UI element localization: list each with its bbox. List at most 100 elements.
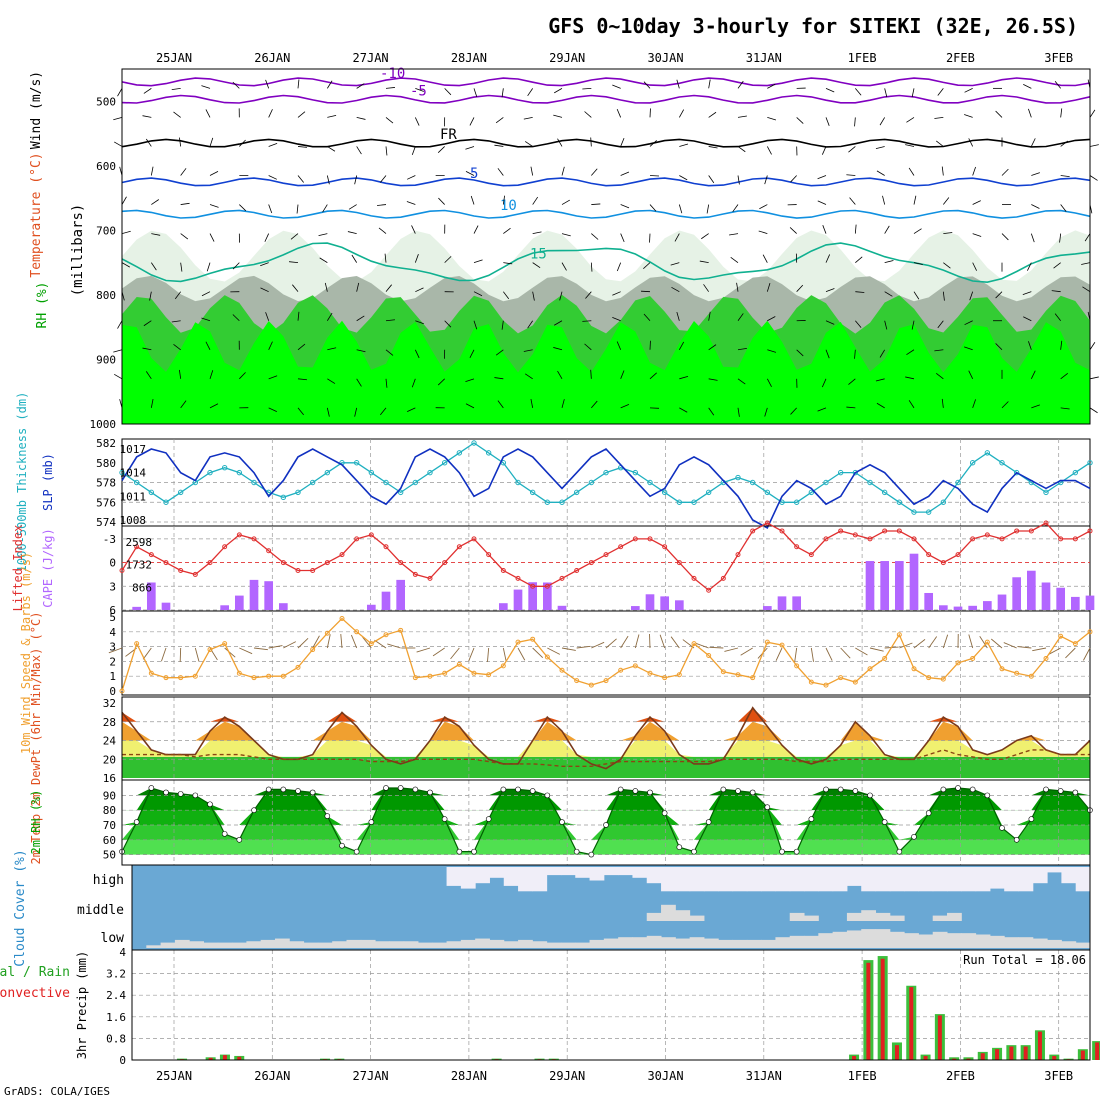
date-label-bottom: 2FEB [946, 1069, 975, 1083]
cloud-cell [904, 933, 919, 948]
cloud-cell [175, 940, 190, 948]
wind-tick-label: 2 [109, 655, 116, 668]
rh2m-point [574, 849, 579, 854]
cloud-cell [447, 941, 462, 948]
cloud-cell [890, 867, 905, 891]
wind-barb [1090, 377, 1099, 379]
slp-axis-label: SLP (mb) [41, 453, 55, 511]
wind-barb [433, 648, 445, 656]
precip-conv-legend: Convective [0, 986, 70, 1001]
rh2m-point [824, 787, 829, 792]
cloud-cell [675, 867, 690, 891]
wind-barb [855, 648, 867, 655]
cloud-cell [761, 867, 776, 891]
wind-barb [327, 634, 330, 648]
cloud-cell [1047, 867, 1062, 872]
rh2m-point [296, 788, 301, 793]
cape-bar [939, 605, 948, 610]
cape-bar [1012, 577, 1021, 610]
rh2m-point [1073, 790, 1078, 795]
rh2m-point [281, 787, 286, 792]
cape-bar [235, 596, 244, 610]
precip-conv-bar [938, 1015, 942, 1060]
precip-conv-bar [1038, 1032, 1042, 1060]
pressure-tick-label: 600 [96, 160, 116, 173]
cloud-cell [804, 867, 819, 891]
cloud-cell [833, 932, 848, 948]
date-label-bottom: 29JAN [549, 1069, 585, 1083]
precip-total-legend: Total / Rain [0, 965, 70, 980]
rh2m-point [648, 790, 653, 795]
cape-bar [968, 606, 977, 610]
rh2m-point [721, 787, 726, 792]
cloud-cell [389, 941, 404, 948]
pressure-tick-label: 500 [96, 95, 116, 108]
cape-bar [1071, 597, 1080, 610]
cloud-cell [561, 867, 576, 875]
cloud-cell [661, 867, 676, 891]
wind-barb [387, 644, 400, 648]
cape-bar [924, 593, 933, 610]
cape-bar [132, 607, 141, 610]
cloud-cell [861, 929, 876, 948]
date-label-top: 1FEB [848, 51, 877, 65]
cloud-cell [218, 943, 233, 948]
cloud-cell [332, 941, 347, 948]
precip-conv-bar [1052, 1056, 1056, 1060]
isotherm-label: -5 [410, 83, 427, 99]
rh2m-point [677, 845, 682, 850]
date-label-bottom: 26JAN [254, 1069, 290, 1083]
date-label-top: 27JAN [353, 51, 389, 65]
rh2m-point [838, 787, 843, 792]
wind-barb [1032, 648, 1046, 651]
thickness-tick-label: 578 [96, 477, 116, 490]
wind-barb [969, 635, 973, 648]
cloud-cell [575, 943, 590, 948]
wind-tick-label: 4 [109, 626, 116, 639]
rh2m-point [1000, 825, 1005, 830]
cloud-cell [947, 933, 962, 948]
date-label-top: 28JAN [451, 51, 487, 65]
wind-barb [239, 648, 252, 654]
cape-bar [778, 596, 787, 610]
date-label-top: 25JAN [156, 51, 192, 65]
li-tick-label: 3 [109, 580, 116, 593]
cloud-cell [518, 867, 533, 891]
cloud-cell [632, 937, 647, 948]
wind-barb [1017, 647, 1031, 648]
cape-bar [250, 580, 259, 610]
cloud-cell [718, 867, 733, 891]
wind-barb [899, 643, 912, 648]
cape-bar [1056, 588, 1065, 610]
pressure-tick-label: 1000 [90, 418, 117, 431]
precip-tick-label: 3.2 [106, 968, 126, 981]
cloud-cell [447, 867, 462, 886]
rh2m-point [457, 849, 462, 854]
rh2m-point [1029, 817, 1034, 822]
cape-bar [792, 596, 801, 610]
rh2m-point [398, 785, 403, 790]
thickness-line [122, 443, 1090, 512]
wind-barb [503, 648, 506, 662]
rh2m-point [193, 793, 198, 798]
cloud-cell [590, 867, 605, 881]
cloud-cell [1076, 943, 1091, 948]
wind-barb [195, 648, 199, 662]
cloud-cell [790, 936, 805, 948]
cloud-level-label: middle [77, 903, 124, 918]
cloud-cell [833, 867, 848, 891]
rh2m-point [692, 849, 697, 854]
temp-band [122, 741, 1090, 757]
date-label-bottom: 30JAN [647, 1069, 683, 1083]
cape-bar [367, 605, 376, 610]
temp-band [122, 722, 1090, 741]
date-label-bottom: 31JAN [746, 1069, 782, 1083]
rh2m-point [501, 787, 506, 792]
precip-tick-label: 0.8 [106, 1032, 126, 1045]
wind-tick-label: 1 [109, 670, 116, 683]
thickness-tick-label: 576 [96, 496, 116, 509]
li-tick-label: -3 [103, 533, 116, 546]
temp-band [122, 708, 1090, 722]
